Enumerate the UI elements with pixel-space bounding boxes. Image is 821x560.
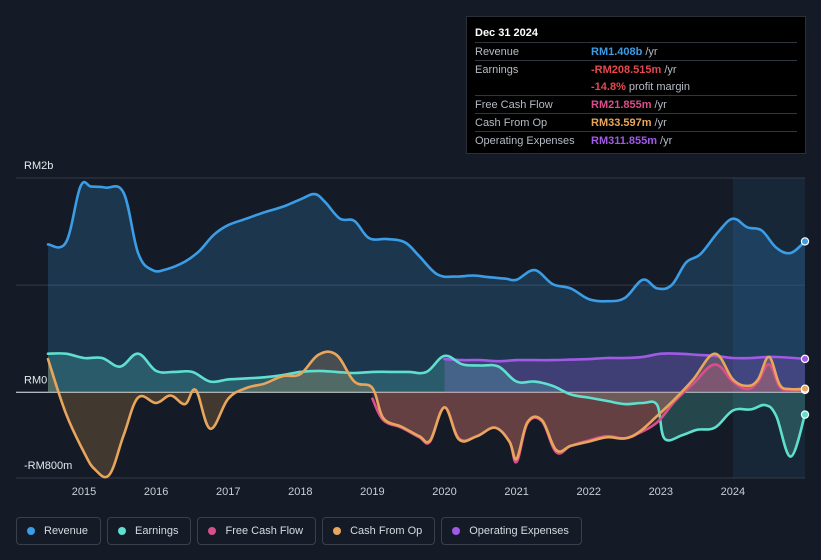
- highlight-region: [732, 178, 805, 478]
- legend-item-earnings[interactable]: Earnings: [107, 517, 192, 545]
- tooltip-row-profit-margin: -14.8% profit margin: [475, 78, 797, 95]
- legend-label: Free Cash Flow: [225, 525, 304, 537]
- tooltip-row-operating-expenses: Operating Expenses RM311.855m /yr: [475, 131, 797, 149]
- tooltip-label: Cash From Op: [475, 116, 548, 129]
- x-tick-label: 2018: [288, 486, 312, 498]
- tooltip-label: Operating Expenses: [475, 134, 575, 147]
- tooltip-unit: profit margin: [628, 80, 690, 93]
- tooltip-unit: /yr: [660, 134, 673, 147]
- legend-label: Revenue: [44, 525, 89, 537]
- legend-item-free-cash-flow[interactable]: Free Cash Flow: [197, 517, 317, 545]
- legend-dot-icon: [27, 527, 35, 535]
- tooltip-panel: Dec 31 2024 Revenue RM1.408b /yr Earning…: [466, 16, 806, 154]
- tooltip-unit: /yr: [654, 98, 667, 111]
- end-marker-cash-from-op: [800, 384, 810, 393]
- area-revenue: [48, 182, 805, 393]
- tooltip-row-cash-from-op: Cash From Op RM33.597m /yr: [475, 113, 797, 131]
- line-revenue: [46, 180, 807, 303]
- chart-legend: Revenue Earnings Free Cash Flow Cash Fro…: [16, 517, 582, 545]
- tooltip-value: RM311.855m: [591, 134, 658, 147]
- x-tick-label: 2017: [216, 486, 240, 498]
- legend-label: Cash From Op: [350, 525, 423, 537]
- grid-lines: [16, 177, 805, 479]
- line-operating-expenses: [443, 352, 807, 363]
- y-axis-label: -RM800m: [24, 460, 72, 472]
- area-cash-from-op: [48, 351, 805, 478]
- legend-item-revenue[interactable]: Revenue: [16, 517, 102, 545]
- x-tick-label: 2023: [649, 486, 673, 498]
- line-cash-from-op: [46, 350, 807, 479]
- tooltip-label: Revenue: [475, 45, 520, 58]
- legend-item-operating-expenses[interactable]: Operating Expenses: [441, 517, 582, 545]
- end-marker-earnings: [800, 410, 810, 419]
- x-tick-label: 2022: [576, 486, 600, 498]
- tooltip-label: Earnings: [475, 63, 519, 76]
- tooltip-unit: /yr: [654, 116, 667, 129]
- x-tick-label: 2024: [721, 486, 745, 498]
- tooltip-value: -RM208.515m: [591, 63, 662, 76]
- tooltip-date: Dec 31 2024: [475, 27, 538, 39]
- x-tick-label: 2020: [432, 486, 456, 498]
- legend-dot-icon: [333, 527, 342, 535]
- legend-dot-icon: [208, 527, 217, 535]
- x-tick-label: 2016: [144, 486, 168, 498]
- y-axis-label: RM0: [24, 374, 47, 386]
- tooltip-label: Free Cash Flow: [475, 98, 553, 111]
- tooltip-row-free-cash-flow: Free Cash Flow RM21.855m /yr: [475, 95, 797, 113]
- tooltip-row-revenue: Revenue RM1.408b /yr: [475, 42, 797, 60]
- legend-item-cash-from-op[interactable]: Cash From Op: [322, 517, 436, 545]
- tooltip-value: RM33.597m: [591, 116, 652, 129]
- line-earnings: [46, 352, 807, 458]
- legend-dot-icon: [118, 527, 127, 535]
- tooltip-value: -14.8%: [591, 80, 626, 93]
- legend-label: Operating Expenses: [469, 525, 569, 537]
- legend-dot-icon: [452, 527, 461, 535]
- tooltip-row-earnings: Earnings -RM208.515m /yr: [475, 60, 797, 78]
- tooltip-value: RM21.855m: [591, 98, 652, 111]
- end-marker-operating-expenses: [800, 354, 810, 364]
- tooltip-value: RM1.408b: [591, 45, 643, 58]
- area-free-cash-flow: [372, 364, 805, 463]
- x-tick-label: 2021: [504, 486, 528, 498]
- y-axis-label: RM2b: [24, 160, 53, 172]
- tooltip-unit: /yr: [645, 45, 658, 58]
- x-tick-label: 2015: [72, 486, 96, 498]
- end-marker-revenue: [800, 237, 810, 246]
- x-tick-label: 2019: [360, 486, 384, 498]
- legend-label: Earnings: [135, 525, 179, 537]
- tooltip-unit: /yr: [664, 63, 677, 76]
